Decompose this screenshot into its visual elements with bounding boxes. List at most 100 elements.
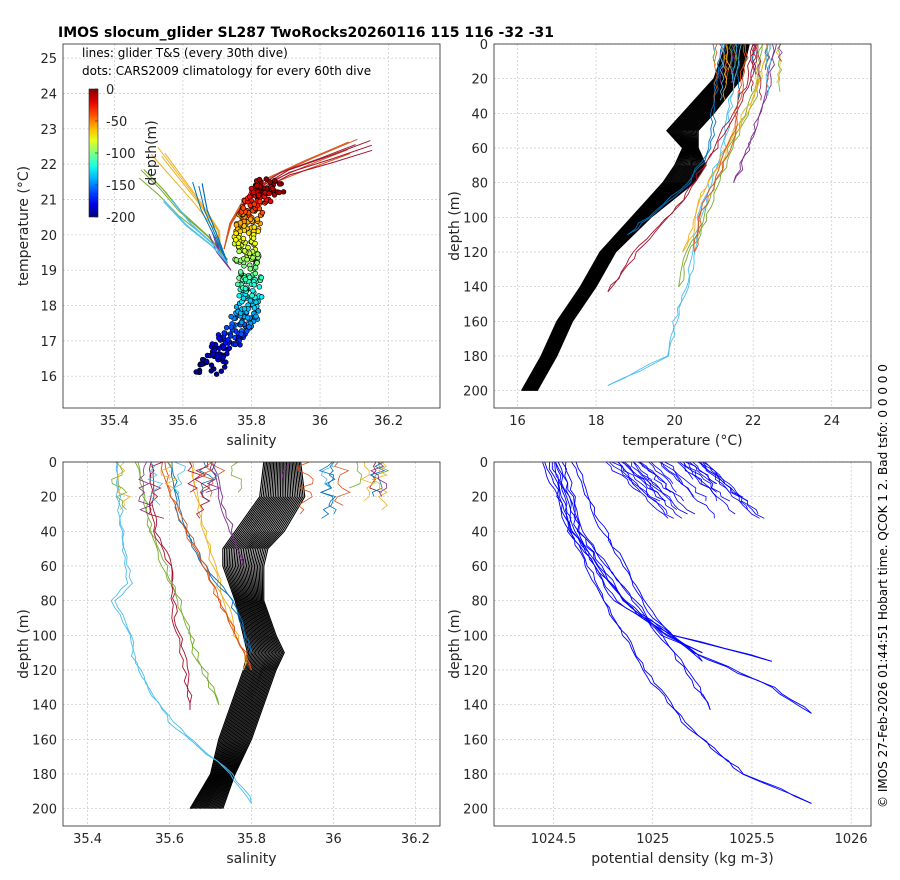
climatology-profile-line <box>197 461 273 809</box>
climatology-dot <box>235 281 241 288</box>
climatology-dot <box>209 341 216 347</box>
glider-ts-line <box>164 152 222 257</box>
glider-profile-line <box>607 43 742 386</box>
climatology-dot <box>251 224 258 230</box>
climatology-profile-line <box>526 43 735 391</box>
climatology-dot <box>226 345 233 351</box>
glider-profile-line <box>150 461 193 710</box>
glider-ts-line <box>140 169 228 260</box>
y-tick-label: 18 <box>40 300 57 315</box>
climatology-dot <box>242 276 249 283</box>
x-tick-label: 35.8 <box>237 832 266 847</box>
climatology-profile-line <box>218 461 301 809</box>
surface-profile-line <box>735 43 741 101</box>
surface-profile-line <box>685 461 730 502</box>
climatology-dot <box>245 244 251 251</box>
glider-ts-line <box>198 185 228 264</box>
surface-profile-line <box>194 461 211 519</box>
surface-profile-line <box>660 461 715 519</box>
y-tick-label: 160 <box>32 733 57 748</box>
surface-profile-line <box>631 461 678 510</box>
climatology-profile-line <box>192 461 268 809</box>
climatology-dot <box>244 256 250 263</box>
climatology-dot <box>247 266 253 272</box>
surface-profile-line <box>713 43 718 101</box>
climatology-profile-line <box>202 461 279 809</box>
climatology-dot <box>244 328 250 334</box>
climatology-dot <box>255 228 261 234</box>
x-tick-label: 22 <box>745 414 762 429</box>
climatology-dot <box>252 240 258 247</box>
surface-profile-line <box>633 461 688 515</box>
glider-profile-line <box>555 461 772 662</box>
glider-profile-line <box>733 43 777 183</box>
x-axis-label: potential density (kg m-3) <box>591 851 773 867</box>
climatology-dot <box>254 216 260 222</box>
climatology-dot <box>240 205 246 211</box>
climatology-dot <box>256 284 263 290</box>
legend-note-dots: dots: CARS2009 climatology for every 60t… <box>82 64 371 78</box>
climatology-dot <box>256 176 263 183</box>
climatology-profile-line <box>531 43 743 391</box>
surface-profile-line <box>605 461 641 493</box>
y-tick-label: 100 <box>32 629 57 644</box>
x-tick-label: 35.4 <box>73 832 102 847</box>
y-tick-label: 80 <box>471 177 488 192</box>
climatology-profile-line <box>533 43 745 391</box>
climatology-dot <box>247 194 253 200</box>
x-tick-label: 35.6 <box>168 414 197 429</box>
climatology-profile-line <box>530 43 741 391</box>
climatology-profile-line <box>205 462 283 809</box>
figure-title: IMOS slocum_glider SL287 TwoRocks2026011… <box>58 25 554 41</box>
colorbar-tick-label: 0 <box>106 83 114 98</box>
climatology-profile-line <box>204 461 282 809</box>
y-tick-label: 180 <box>463 768 488 783</box>
y-tick-label: 20 <box>40 229 57 244</box>
climatology-dot <box>276 189 282 196</box>
y-tick-label: 60 <box>471 560 488 575</box>
x-tick-label: 35.8 <box>237 414 266 429</box>
y-axis-label: depth (m) <box>447 609 463 679</box>
climatology-dot <box>251 201 258 207</box>
climatology-dot <box>256 192 262 199</box>
surface-profile-line <box>702 461 749 502</box>
climatology-profile-line <box>189 461 265 809</box>
climatology-dot <box>233 230 239 237</box>
x-axis-label: salinity <box>226 851 276 867</box>
surface-profile-line <box>752 43 758 71</box>
y-tick-label: 20 <box>471 491 488 506</box>
y-tick-label: 0 <box>480 456 488 471</box>
climatology-profile-line <box>212 461 292 809</box>
climatology-profile-line <box>524 43 732 391</box>
x-tick-label: 16 <box>509 414 526 429</box>
glider-profile-line <box>542 461 812 804</box>
climatology-dot <box>257 198 263 205</box>
climatology-dot <box>221 330 227 336</box>
y-tick-label: 200 <box>32 803 57 818</box>
climatology-dot <box>276 181 283 187</box>
plot-frame <box>62 43 441 409</box>
surface-profile-line <box>697 461 749 510</box>
y-tick-label: 60 <box>471 142 488 157</box>
surface-profile-line <box>777 43 783 62</box>
surface-profile-line <box>111 461 128 510</box>
y-tick-label: 140 <box>463 281 488 296</box>
y-axis-label: depth (m) <box>447 191 463 261</box>
surface-profile-line <box>639 461 684 502</box>
climatology-dot <box>254 182 260 189</box>
y-tick-label: 200 <box>463 385 488 400</box>
climatology-dot <box>193 369 199 375</box>
y-tick-label: 100 <box>463 629 488 644</box>
surface-profile-line <box>733 43 738 62</box>
ts-diagram-panel: 35.4 35.6 35.8 36 36.2 16 17 18 19 20 21 22 23 24 25 sa… <box>16 43 441 449</box>
x-tick-label: 35.4 <box>100 414 129 429</box>
climatology-dot <box>216 335 222 341</box>
climatology-dot <box>241 306 248 312</box>
climatology-dot <box>237 269 244 275</box>
glider-profile-line <box>693 43 749 253</box>
surface-profile-line <box>659 461 684 484</box>
climatology-dot <box>225 337 231 343</box>
surface-profile-line <box>148 461 165 519</box>
x-tick-label: 18 <box>588 414 605 429</box>
climatology-dot <box>263 176 269 182</box>
